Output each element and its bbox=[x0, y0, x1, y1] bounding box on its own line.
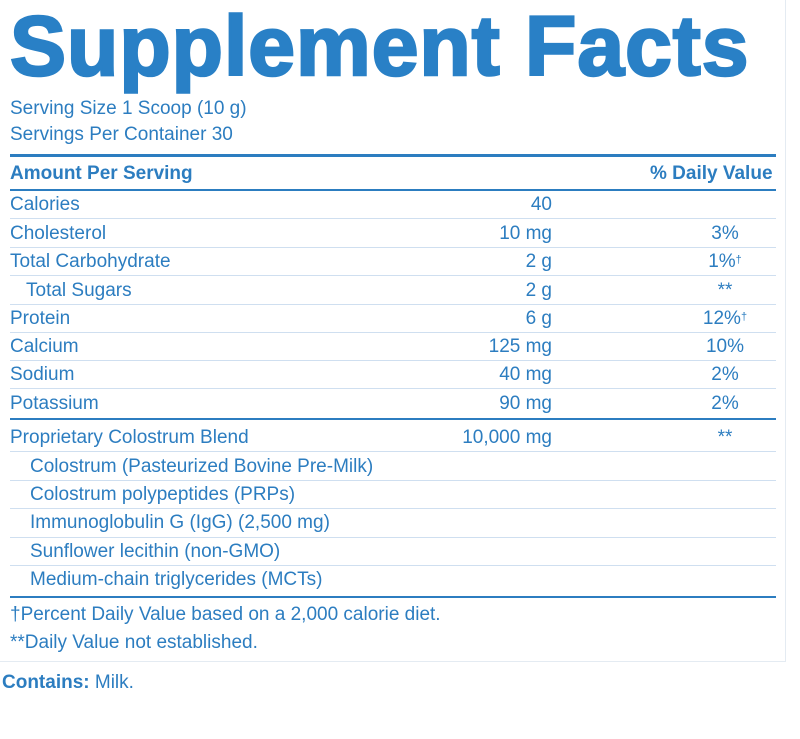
blend-ingredient: Sunflower lecithin (non-GMO) bbox=[10, 537, 776, 565]
allergen-statement: Contains: Milk. bbox=[2, 672, 134, 694]
blend-ingredient: Colostrum (Pasteurized Bovine Pre-Milk) bbox=[10, 452, 776, 480]
panel-title: Supplement Facts bbox=[9, 0, 750, 93]
row-divider bbox=[10, 360, 776, 361]
blend-dv: ** bbox=[717, 427, 733, 448]
nutrient-amount: 90 mg bbox=[499, 393, 552, 414]
ingredient-name: Colostrum polypeptides (PRPs) bbox=[30, 484, 296, 505]
nutrient-name: Protein bbox=[10, 308, 71, 329]
nutrient-dv: 3% bbox=[711, 223, 739, 244]
serving-size: Serving Size 1 Scoop (10 g) bbox=[10, 98, 247, 119]
ingredient-name: Sunflower lecithin (non-GMO) bbox=[30, 541, 281, 562]
nutrient-amount: 40 bbox=[530, 194, 552, 215]
ingredient-name: Colostrum (Pasteurized Bovine Pre-Milk) bbox=[30, 456, 374, 477]
nutrient-row-potassium: Potassium 90 mg 2% bbox=[10, 389, 776, 417]
row-divider bbox=[10, 275, 776, 276]
footnote-daily-value: †Percent Daily Value based on a 2,000 ca… bbox=[10, 604, 441, 625]
row-divider bbox=[10, 537, 776, 538]
blend-ingredient: Medium-chain triglycerides (MCTs) bbox=[10, 565, 776, 593]
nutrient-name: Sodium bbox=[10, 364, 75, 385]
nutrient-name: Total Sugars bbox=[26, 280, 132, 301]
servings-per-container: Servings Per Container 30 bbox=[10, 124, 233, 145]
row-divider bbox=[10, 218, 776, 219]
nutrient-dv: 2% bbox=[711, 364, 739, 385]
footnote-rule bbox=[10, 596, 776, 598]
row-divider bbox=[10, 388, 776, 389]
nutrient-dv: 2% bbox=[711, 393, 739, 414]
nutrient-name: Cholesterol bbox=[10, 223, 107, 244]
nutrient-row-total-carbohydrate: Total Carbohydrate 2 g 1%† bbox=[10, 247, 776, 275]
nutrient-dv: ** bbox=[717, 280, 733, 301]
amount-per-serving-header: Amount Per Serving bbox=[10, 163, 193, 184]
nutrient-amount: 2 g bbox=[525, 251, 552, 272]
nutrient-row-cholesterol: Cholesterol 10 mg 3% bbox=[10, 219, 776, 247]
nutrient-amount: 125 mg bbox=[488, 336, 552, 357]
blend-row: Proprietary Colostrum Blend 10,000 mg ** bbox=[10, 423, 776, 451]
nutrient-dv: 1%† bbox=[708, 251, 742, 272]
nutrient-amount: 6 g bbox=[525, 308, 552, 329]
row-divider bbox=[10, 332, 776, 333]
blend-amount: 10,000 mg bbox=[462, 427, 552, 448]
nutrient-name: Potassium bbox=[10, 393, 99, 414]
nutrient-amount: 40 mg bbox=[499, 364, 552, 385]
nutrient-row-total-sugars: Total Sugars 2 g ** bbox=[10, 276, 776, 304]
supplement-facts-panel: Supplement Facts Serving Size 1 Scoop (1… bbox=[0, 0, 786, 662]
nutrient-amount: 10 mg bbox=[499, 223, 552, 244]
nutrient-row-calories: Calories 40 bbox=[10, 190, 776, 218]
row-divider bbox=[10, 451, 776, 452]
row-divider bbox=[10, 247, 776, 248]
ingredient-name: Medium-chain triglycerides (MCTs) bbox=[30, 569, 323, 590]
row-divider bbox=[10, 480, 776, 481]
blend-ingredient: Colostrum polypeptides (PRPs) bbox=[10, 480, 776, 508]
blend-name: Proprietary Colostrum Blend bbox=[10, 427, 249, 448]
nutrient-row-calcium: Calcium 125 mg 10% bbox=[10, 332, 776, 360]
nutrient-name: Total Carbohydrate bbox=[10, 251, 171, 272]
contains-value: Milk. bbox=[89, 672, 134, 693]
thick-rule bbox=[10, 154, 776, 157]
nutrient-row-protein: Protein 6 g 12%† bbox=[10, 304, 776, 332]
nutrient-amount: 2 g bbox=[525, 280, 552, 301]
row-divider bbox=[10, 508, 776, 509]
header-rule bbox=[10, 189, 776, 191]
nutrient-name: Calories bbox=[10, 194, 80, 215]
nutrient-name: Calcium bbox=[10, 336, 79, 357]
daily-value-header: % Daily Value bbox=[650, 163, 773, 184]
ingredient-name: Immunoglobulin G (IgG) (2,500 mg) bbox=[30, 512, 330, 533]
nutrient-dv: 10% bbox=[705, 336, 745, 357]
contains-label: Contains: bbox=[2, 672, 90, 693]
row-divider bbox=[10, 304, 776, 305]
nutrient-dv: 12%† bbox=[702, 308, 748, 329]
blend-rule bbox=[10, 418, 776, 420]
blend-ingredient: Immunoglobulin G (IgG) (2,500 mg) bbox=[10, 508, 776, 536]
footnote-not-established: **Daily Value not established. bbox=[10, 632, 258, 653]
nutrient-row-sodium: Sodium 40 mg 2% bbox=[10, 360, 776, 388]
row-divider bbox=[10, 565, 776, 566]
